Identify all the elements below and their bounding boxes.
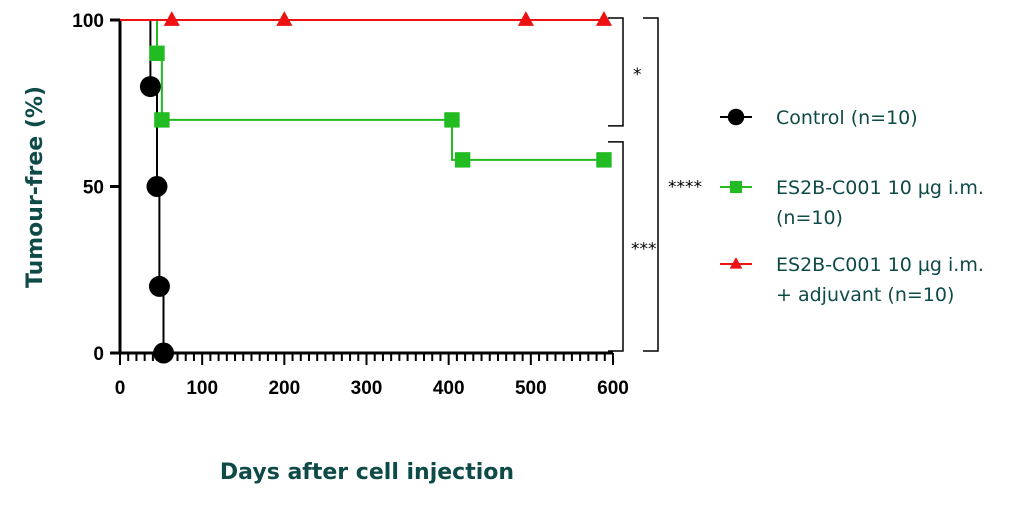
series-adjuvant <box>120 11 613 26</box>
x-tick-label: 200 <box>268 378 300 399</box>
data-point-adjuvant_free <box>149 45 165 61</box>
data-point-adjuvant_free <box>454 152 471 168</box>
x-tick-label: 0 <box>115 378 126 399</box>
axes: 0 100 200 300 400 500 600 0 50 100 <box>72 11 629 399</box>
x-tick-label: 500 <box>515 378 547 399</box>
legend-item-adjuvant: ES2B-C001 10 µg i.m. + adjuvant (n=10) <box>720 254 984 306</box>
legend-marker <box>729 257 743 269</box>
x-tick-label: 400 <box>433 378 465 399</box>
data-point-adjuvant_free <box>154 112 170 128</box>
data-point-adjuvant <box>595 11 613 26</box>
data-point-adjuvant <box>517 11 534 26</box>
data-point-adjuvant <box>163 11 180 26</box>
x-tick-label: 600 <box>597 378 629 399</box>
data-point-adjuvant <box>276 11 293 26</box>
y-axis-title: Tumour-free (%) <box>23 86 48 288</box>
y-tick-label: 50 <box>83 178 104 199</box>
significance-label: **** <box>668 178 702 198</box>
significance-bracket <box>643 17 659 352</box>
legend-item-adjuvant_free: ES2B-C001 10 µg i.m. (n=10) <box>720 177 984 229</box>
x-tick-label: 100 <box>186 378 218 399</box>
significance-brackets: ******** <box>608 17 702 352</box>
legend-label: ES2B-C001 10 µg i.m. <box>776 177 984 199</box>
data-point-control <box>146 176 168 197</box>
legend-item-control: Control (n=10) <box>720 107 918 129</box>
significance-label: * <box>633 65 642 85</box>
data-point-adjuvant_free <box>596 152 612 168</box>
data-point-adjuvant_free <box>444 112 460 128</box>
data-point-control <box>148 275 170 297</box>
significance-label: *** <box>631 239 657 259</box>
legend-label: (n=10) <box>776 207 843 229</box>
x-tick-label: 300 <box>351 378 383 399</box>
y-tick-label: 0 <box>93 344 104 365</box>
series-line-adjuvant_free <box>120 19 604 161</box>
legend: Control (n=10) ES2B-C001 10 µg i.m. (n=10)… <box>720 107 984 306</box>
series-control <box>120 19 175 364</box>
legend-marker <box>727 108 745 126</box>
significance-bracket <box>608 141 624 352</box>
data-point-control <box>153 342 175 364</box>
legend-label: ES2B-C001 10 µg i.m. <box>776 254 984 276</box>
significance-bracket <box>608 17 624 127</box>
x-axis-title: Days after cell injection <box>220 460 514 485</box>
data-point-control <box>139 76 161 98</box>
legend-marker <box>729 180 743 194</box>
series-lines <box>120 11 613 364</box>
y-tick-label: 100 <box>72 11 104 32</box>
series-adjuvant_free <box>120 19 612 168</box>
legend-label: Control (n=10) <box>776 107 918 129</box>
legend-label: + adjuvant (n=10) <box>776 284 954 306</box>
